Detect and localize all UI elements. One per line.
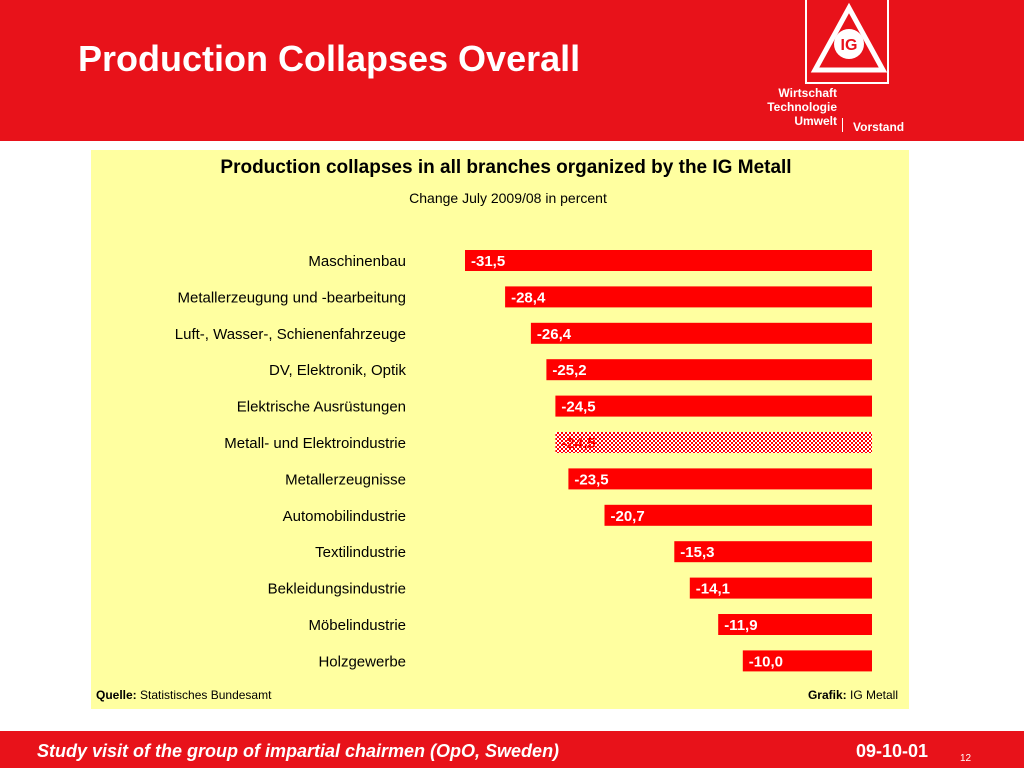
- dept-line-3: Umwelt: [794, 114, 837, 128]
- value-label-1: -28,4: [511, 289, 546, 306]
- header-bar: Production Collapses Overall IG Wirtscha…: [0, 0, 1024, 141]
- dept-line-2: Technologie: [767, 100, 837, 114]
- department-block: Wirtschaft Technologie Umwelt: [767, 86, 837, 128]
- value-label-8: -15,3: [680, 544, 714, 561]
- category-label-0: Maschinenbau: [308, 253, 406, 270]
- source-note: Quelle: Statistisches Bundesamt: [96, 688, 271, 702]
- footer-text: Study visit of the group of impartial ch…: [37, 741, 560, 761]
- category-label-6: Metallerzeugnisse: [285, 471, 406, 488]
- category-label-2: Luft-, Wasser-, Schienenfahrzeuge: [175, 326, 406, 343]
- category-label-3: DV, Elektronik, Optik: [269, 362, 406, 379]
- value-label-9: -14,1: [696, 581, 730, 598]
- value-label-11: -10,0: [749, 653, 783, 670]
- category-label-4: Elektrische Ausrüstungen: [237, 399, 406, 416]
- source-text: Statistisches Bundesamt: [140, 688, 272, 702]
- category-label-11: Holzgewerbe: [318, 653, 406, 670]
- footer-bar: Study visit of the group of impartial ch…: [0, 731, 1024, 768]
- bar-11: [742, 650, 872, 672]
- value-label-0: -31,5: [471, 253, 505, 270]
- vorstand-label: Vorstand: [853, 120, 905, 134]
- category-label-7: Automobilindustrie: [283, 508, 406, 525]
- bar-10: [718, 614, 872, 635]
- bar-4: [555, 395, 872, 417]
- bar-5: [555, 432, 872, 453]
- ig-metall-logo: IG: [805, 0, 889, 84]
- bar-7: [604, 504, 872, 526]
- value-label-6: -23,5: [574, 471, 608, 488]
- category-label-8: Textilindustrie: [315, 544, 406, 561]
- credit-text: IG Metall: [849, 688, 898, 702]
- category-label-9: Bekleidungsindustrie: [268, 581, 406, 598]
- bar-6: [568, 468, 872, 490]
- category-label-10: Möbelindustrie: [308, 617, 406, 634]
- bar-1: [505, 286, 872, 308]
- credit-label: Grafik:: [807, 688, 847, 702]
- bar-3: [546, 359, 872, 381]
- value-label-3: -25,2: [552, 362, 586, 379]
- chart-title: Production collapses in all branches org…: [220, 157, 792, 178]
- bar-2: [530, 322, 872, 344]
- source-label: Quelle:: [96, 688, 137, 702]
- value-label-10: -11,9: [724, 617, 757, 634]
- value-label-2: -26,4: [537, 326, 572, 343]
- logo-text: IG: [841, 37, 858, 54]
- slide-title: Production Collapses Overall: [78, 38, 581, 79]
- chart-panel: Maschinenbau -31,5 Metallerzeugung und -be…: [91, 150, 909, 709]
- bar-0: [465, 250, 872, 271]
- chart-subtitle: Change July 2009/08 in percent: [409, 190, 607, 206]
- category-label-1: Metallerzeugung und -bearbeitung: [178, 289, 407, 306]
- bar-8: [674, 541, 872, 563]
- page-number: 12: [960, 753, 972, 764]
- category-label-5: Metall- und Elektroindustrie: [224, 435, 406, 452]
- credit-note: Grafik: IG Metall: [808, 688, 898, 702]
- value-label-5: -24,5: [561, 435, 595, 452]
- value-label-7: -20,7: [611, 508, 645, 525]
- dept-line-1: Wirtschaft: [778, 86, 837, 100]
- header-separator: [842, 118, 843, 132]
- bar-chart: Maschinenbau -31,5 Metallerzeugung und -be…: [175, 250, 872, 672]
- value-label-4: -24,5: [561, 399, 595, 416]
- footer-date: 09-10-01: [856, 741, 929, 761]
- bar-9: [689, 577, 872, 599]
